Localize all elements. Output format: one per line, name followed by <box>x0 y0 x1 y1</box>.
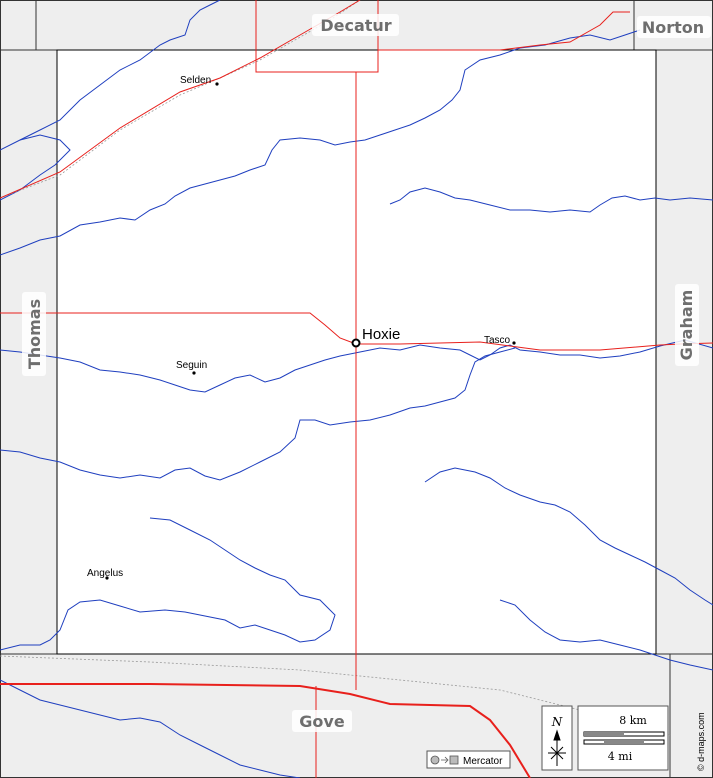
town-dot-icon <box>192 371 196 375</box>
road-interstate <box>0 683 531 778</box>
projection-box: Mercator <box>426 750 511 769</box>
town-dot-icon <box>512 341 516 345</box>
road-north-ne <box>378 11 630 51</box>
scale-km-label: 8 km <box>619 714 647 727</box>
county-label-graham: Graham <box>677 290 696 361</box>
north-label: N <box>551 715 563 729</box>
town-dot-icon <box>215 82 219 86</box>
county-label-thomas: Thomas <box>25 299 44 369</box>
seat-label: Hoxie <box>362 326 400 343</box>
county-label-gove: Gove <box>299 712 345 731</box>
projection-icon <box>430 755 459 765</box>
river-seguin <box>0 339 713 393</box>
river-north-1 <box>0 0 221 151</box>
town-label-tasco: Tasco <box>484 335 511 346</box>
projection-label: Mercator <box>463 756 503 767</box>
credit-label: © d-maps.com <box>696 712 706 771</box>
compass-rose-icon <box>548 729 566 766</box>
town-label-angelus: Angelus <box>87 568 123 579</box>
town-label-selden: Selden <box>180 75 211 86</box>
river-middle <box>0 347 516 481</box>
river-gove <box>499 599 713 671</box>
road-us24 <box>0 312 713 351</box>
neighbor-labels: Decatur Norton Thomas Graham Gove <box>22 14 711 732</box>
county-label-norton: Norton <box>642 18 704 37</box>
river-south-east <box>424 467 713 606</box>
scale-mi-label: 4 mi <box>608 750 633 763</box>
seat-marker-icon <box>351 338 361 348</box>
town-dot-icon <box>105 576 109 580</box>
river-east-1 <box>389 187 713 213</box>
county-label-decatur: Decatur <box>320 16 391 35</box>
river-main-1 <box>0 29 641 256</box>
river-south-2 <box>0 679 301 778</box>
river-south-1 <box>0 517 336 651</box>
scale-bar: 8 km 4 mi <box>577 705 669 771</box>
railways <box>0 0 671 736</box>
towns: Selden Seguin Tasco Angelus <box>87 75 516 580</box>
town-label-seguin: Seguin <box>176 360 207 371</box>
county-seat: Hoxie <box>351 326 400 348</box>
north-arrow: N <box>541 705 573 771</box>
